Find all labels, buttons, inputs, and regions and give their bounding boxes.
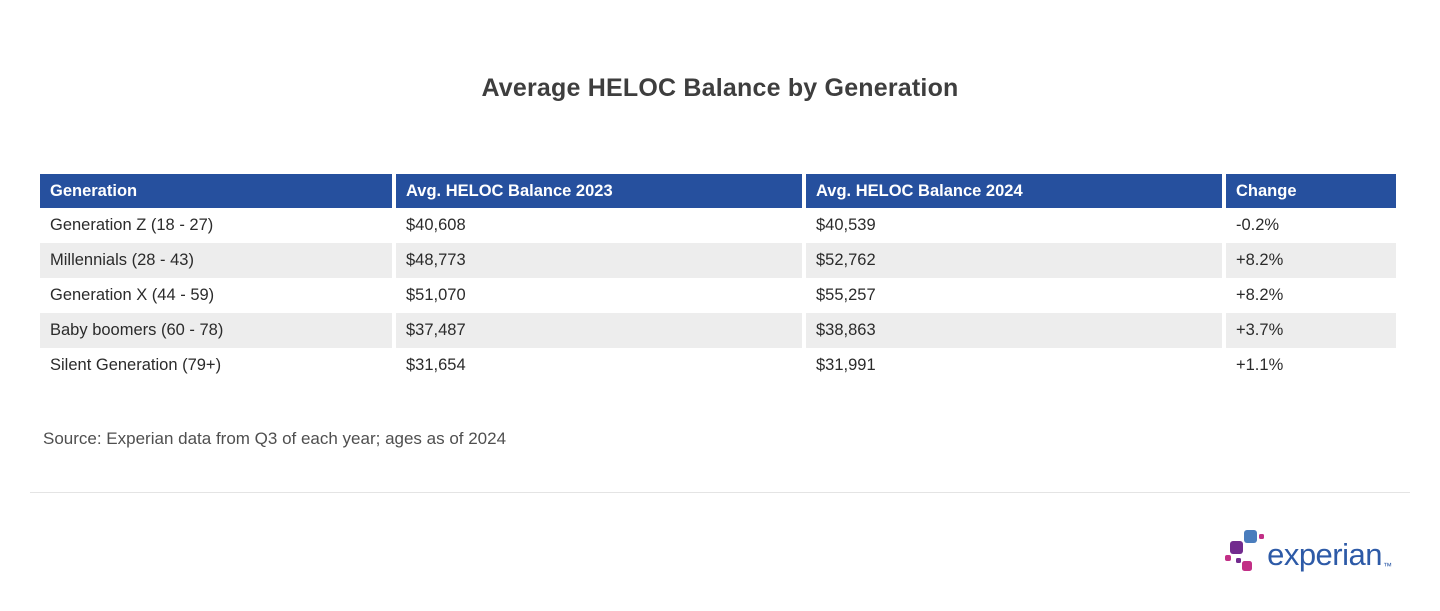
table-cell: $40,539 [802, 208, 1222, 243]
table-header: Generation Avg. HELOC Balance 2023 Avg. HE… [40, 174, 1396, 208]
table-cell: $55,257 [802, 278, 1222, 313]
table-cell: $37,487 [392, 313, 802, 348]
table-cell: $51,070 [392, 278, 802, 313]
logo-purple-dot-bottom [1236, 558, 1242, 563]
table-cell: Silent Generation (79+) [50, 356, 222, 374]
heloc-balance-table: Generation Avg. HELOC Balance 2023 Avg. HE… [40, 174, 1396, 383]
horizontal-divider [30, 492, 1410, 493]
table-cell: -0.2% [1222, 208, 1396, 243]
table-cell: $52,762 [802, 243, 1222, 278]
column-header: Avg. HELOC Balance 2023 [392, 174, 802, 208]
table-cell: +1.1% [1222, 348, 1396, 383]
page-title: Average HELOC Balance by Generation [481, 74, 959, 102]
table-body: Generation Z (18 - 27) $40,608 $40,539 -0.2… [40, 208, 1396, 383]
table-row: Generation X (44 - 59) $51,070 $55,257 +8.2… [40, 278, 1396, 313]
table-cell: +8.2% [1222, 278, 1396, 313]
logo-magenta-dot-left [1225, 555, 1232, 561]
table-cell: $48,773 [392, 243, 802, 278]
header-row: Generation Avg. HELOC Balance 2023 Avg. HE… [40, 174, 1396, 208]
column-header: Change [1222, 174, 1396, 208]
heloc-table-container: Generation Avg. HELOC Balance 2023 Avg. HE… [40, 174, 1396, 383]
table-cell: $40,608 [392, 208, 802, 243]
logo-magenta-dot-top [1259, 534, 1265, 539]
logo-blue-square [1244, 530, 1258, 543]
logo-purple-square [1230, 541, 1244, 554]
column-header: Generation [40, 174, 392, 208]
trademark-symbol: ™ [1383, 561, 1392, 571]
table-cell: +8.2% [1222, 243, 1396, 278]
column-header: Avg. HELOC Balance 2024 [802, 174, 1222, 208]
source-note: Source: Experian data from Q3 of each ye… [43, 429, 507, 448]
table-cell: Generation Z (18 - 27) [50, 216, 214, 234]
table-cell: $31,654 [392, 348, 802, 383]
logo-magenta-square [1242, 561, 1253, 571]
table-row: Baby boomers (60 - 78) $37,487 $38,863 +3.7… [40, 313, 1396, 348]
table-cell: $38,863 [802, 313, 1222, 348]
experian-logo-mark-icon [1224, 527, 1266, 583]
table-cell: Baby boomers (60 - 78) [40, 313, 392, 348]
table-cell: Millennials (28 - 43) [40, 243, 392, 278]
table-cell: +3.7% [1222, 313, 1396, 348]
table-row: Silent Generation (79+) $31,654 $31,991 +1.… [40, 348, 1396, 383]
table-row: Millennials (28 - 43) $48,773 $52,762 +8.2% [40, 243, 1396, 278]
experian-wordmark: experian [1267, 537, 1382, 572]
table-row: Generation Z (18 - 27) $40,608 $40,539 -0.2… [40, 208, 1396, 243]
table-cell: Generation X (44 - 59) [50, 286, 215, 304]
table-cell: $31,991 [802, 348, 1222, 383]
experian-logo: experian ™ [1224, 527, 1392, 583]
